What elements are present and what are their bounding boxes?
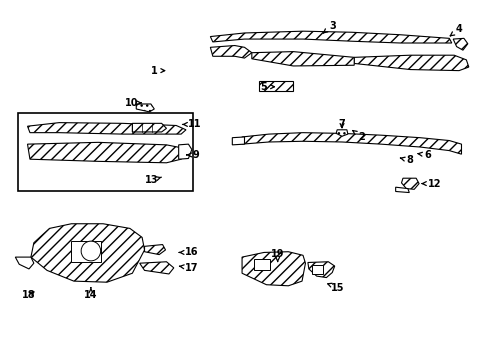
Polygon shape [132,123,166,132]
Polygon shape [27,123,185,134]
Polygon shape [395,187,408,193]
Text: 8: 8 [400,155,412,165]
Polygon shape [15,257,34,269]
Text: 18: 18 [22,291,36,301]
Polygon shape [353,55,468,71]
Text: 14: 14 [84,288,98,301]
Polygon shape [210,45,251,58]
Text: 3: 3 [323,21,335,33]
Bar [71,241,101,262]
Polygon shape [335,130,347,136]
Polygon shape [178,144,191,159]
Polygon shape [31,224,144,282]
Polygon shape [401,178,418,189]
Text: 9: 9 [186,150,199,160]
Text: 11: 11 [182,120,201,129]
Text: 2: 2 [352,130,364,142]
Polygon shape [259,81,293,91]
Text: 13: 13 [145,175,161,185]
Text: 10: 10 [124,98,141,108]
Text: 5: 5 [260,82,274,92]
Text: 1: 1 [151,66,164,76]
Text: 19: 19 [270,248,284,262]
Polygon shape [140,262,173,274]
Text: 16: 16 [179,247,198,257]
Polygon shape [232,137,244,145]
Polygon shape [210,31,451,43]
Bar [18,113,193,192]
Polygon shape [307,262,334,278]
Polygon shape [452,39,467,50]
Polygon shape [136,104,154,112]
Polygon shape [27,142,185,163]
Polygon shape [242,133,461,154]
Text: 12: 12 [421,179,441,189]
Text: 4: 4 [449,24,462,36]
Polygon shape [242,252,305,286]
Bar [311,265,322,274]
Text: 6: 6 [417,150,430,160]
Ellipse shape [81,241,101,261]
Text: 15: 15 [327,283,344,293]
Polygon shape [251,51,353,66]
Text: 17: 17 [179,263,198,273]
Polygon shape [144,244,165,255]
Text: 7: 7 [338,120,345,129]
Bar [254,259,269,270]
